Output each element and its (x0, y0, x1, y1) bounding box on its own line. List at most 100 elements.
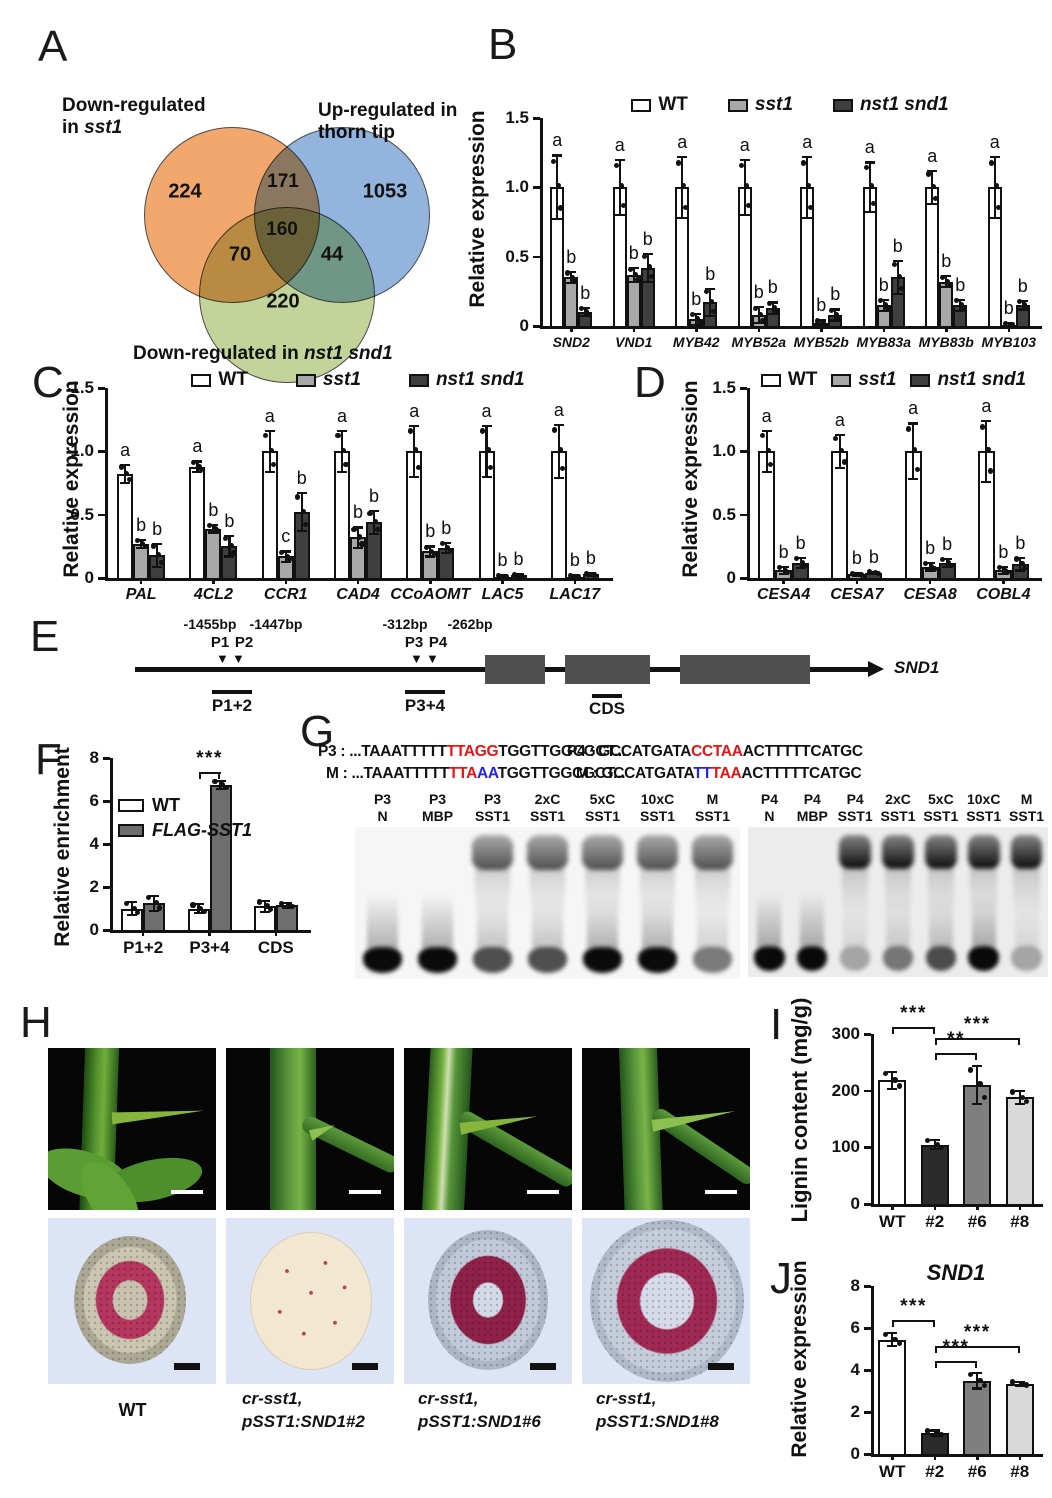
stat-letter: a (908, 398, 919, 419)
data-dot (771, 305, 777, 311)
data-dot (142, 543, 148, 549)
data-dot (979, 424, 985, 430)
data-dot (565, 270, 571, 276)
venn-count-sst1-thorn: 171 (267, 171, 299, 192)
band-smear (640, 868, 675, 914)
free-probe-band (882, 945, 914, 971)
data-dot (264, 903, 270, 909)
scale-bar (349, 1190, 381, 1194)
scale-bar (352, 1363, 378, 1370)
error-cap (224, 535, 235, 538)
panel-f: F Relative enrichment 0 2 4 6 8 P1+2 P3+4 CDS WT… (20, 728, 320, 998)
gel-lane-label: SST1 (966, 808, 1002, 824)
j-y-axis-label: Relative expression (788, 1260, 811, 1458)
panel-letter-d: D (634, 358, 666, 407)
gel-lane-label: P4 (760, 791, 778, 807)
error-cap (887, 1332, 898, 1335)
legend-item: WT (631, 94, 688, 116)
band-smear (422, 893, 453, 949)
error-cap (929, 1434, 940, 1437)
error-cap (691, 323, 702, 326)
e-bp-262: -262bp (447, 616, 493, 632)
gel-lane-label: 2xC (534, 791, 561, 807)
data-dot (487, 465, 494, 471)
error-cap (908, 478, 919, 481)
data-dot (150, 543, 156, 549)
category-label: SND2 (552, 334, 590, 350)
panel-letter-e: E (30, 612, 60, 661)
data-dot (230, 550, 237, 556)
e-gene-name: SND1 (894, 658, 940, 677)
x-axis (540, 326, 1042, 329)
stat-letter: b (569, 550, 580, 571)
stat-letter: b (208, 499, 219, 520)
stat-letter: b (705, 263, 716, 284)
y-tick (103, 929, 110, 932)
data-dot (850, 570, 856, 576)
legend-swatch (760, 373, 781, 387)
legend-label: nst1 snd1 (435, 369, 525, 390)
data-dot (271, 461, 277, 468)
data-dot (156, 552, 162, 558)
data-dot (912, 447, 918, 453)
data-dot (759, 432, 765, 438)
thorn-photo-line2 (226, 1048, 394, 1210)
x-tick (573, 578, 577, 584)
data-dot (278, 900, 284, 907)
stat-letter: a (481, 401, 492, 421)
error-cap (425, 545, 436, 548)
category-label: #2 (925, 1462, 945, 1481)
stat-letter: a (761, 406, 772, 427)
data-dot (867, 569, 873, 575)
gel-lane-label: P3 (428, 791, 447, 807)
band-smear (695, 868, 730, 914)
lignin-ring (74, 1236, 186, 1364)
y-tick (864, 1033, 871, 1036)
x-tick (891, 1204, 894, 1210)
data-dot (153, 900, 159, 906)
data-dot (834, 312, 840, 318)
y-tick-label: 4 (850, 1360, 860, 1379)
y-axis (747, 388, 750, 578)
error-cap (553, 423, 564, 426)
data-dot (632, 271, 638, 277)
panel-j: J Relative expression 0 2 4 6 8 WT #2 #6 #8 SND1 *… (755, 1242, 1052, 1498)
data-dot (931, 183, 937, 190)
sig-bracket (892, 1027, 935, 1030)
y-tick-label: 2 (89, 877, 99, 896)
y-tick-label: 0 (850, 1444, 860, 1463)
category-label: 4CL2 (193, 586, 233, 603)
y-tick (740, 450, 747, 453)
error-cap (761, 430, 772, 433)
data-dot (934, 1430, 941, 1436)
error-bar (976, 1372, 979, 1389)
error-cap (753, 305, 764, 308)
sig-bracket-end (934, 1037, 937, 1045)
gel-lane (754, 827, 786, 977)
error-cap (136, 546, 147, 549)
data-dot (158, 560, 164, 566)
free-probe-band (839, 945, 871, 971)
error-cap (941, 286, 952, 289)
data-dot (757, 311, 763, 318)
error-cap (580, 315, 591, 318)
error-cap (878, 309, 889, 312)
y-tick (533, 117, 540, 120)
x-tick (141, 930, 145, 936)
stat-letter: a (552, 130, 563, 151)
band-smear (757, 893, 782, 947)
gel-lane-label: SST1 (529, 808, 565, 824)
data-dot (782, 567, 788, 573)
panel-letter-c: C (32, 358, 64, 407)
data-dot (552, 427, 558, 433)
data-dot (558, 205, 564, 211)
sig-bracket-end (932, 1027, 935, 1035)
data-dot (940, 557, 946, 563)
error-cap (1015, 556, 1026, 559)
stat-letter: b (136, 515, 147, 535)
tissue-speckle (74, 1236, 186, 1364)
stat-letter: b (628, 242, 639, 263)
stat-letter: a (264, 406, 275, 427)
error-cap (929, 1429, 940, 1432)
stat-letter: b (1015, 532, 1026, 553)
